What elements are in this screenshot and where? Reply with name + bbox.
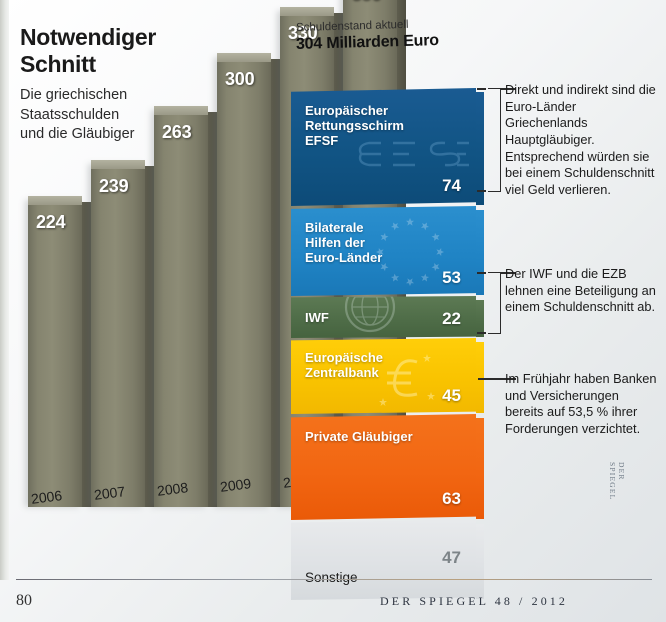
annotation-text-private: Im Frühjahr haben Banken und Versicherun… [505,371,657,436]
stack-segment-side-ezb [476,342,484,413]
bar-value-2011: 356 [351,0,381,5]
subtitle-line-3: und die Gläubiger [20,125,135,142]
bar-2008: 263 [154,106,217,507]
bar-2006: 224 [28,196,91,507]
efsf-label-line-2: Rettungsschirm [305,118,404,134]
bar-side-face [82,202,91,507]
bar-face [217,57,271,507]
stack-segment-side-efsf [476,92,484,205]
bar-value-2007: 239 [99,176,129,196]
stack-total-value: 304 Milliarden Euro [295,32,440,53]
bracket-euro-countries [488,88,501,192]
stack-segment-label-private: Private Gläubiger [305,429,413,444]
issue-imprint: DER SPIEGEL 48 / 2012 [380,594,568,608]
stack-segment-side-bilateral [476,210,484,295]
stack-segment-label-ezb: Europäische Zentralbank [305,350,383,380]
subtitle-line-1: Die griechischen [20,87,128,104]
annotation-callouts: Direkt und indirekt sind die Euro-Länder… [476,0,666,580]
stack-segment-value-bilateral: 53 [442,268,461,287]
stack-segment-label-iwf: IWF [305,310,329,325]
ezb-label-line-1: Europäische [305,350,384,365]
bilateral-label-line-2: Hilfen der [305,235,365,251]
stack-segment-value-ezb: 45 [442,386,461,405]
bar-face [91,164,145,507]
stack-segment-private: Private Gläubiger 63 [291,414,476,520]
page-number: 80 [16,592,32,609]
stack-segment-side-sonstige [476,524,484,599]
leader-line-3 [478,378,516,380]
stack-segment-value-private: 63 [442,489,461,508]
source-credit: DER SPIEGEL [608,462,626,501]
efsf-label-line-1: Europäischer [305,103,389,118]
title-block: Notwendiger Schnitt Die griechischen Sta… [20,24,220,144]
page-title: Notwendiger Schnitt [20,24,220,77]
bar-top-face [154,106,208,115]
sonstige-label-line-1: Sonstige [305,570,358,586]
bracket-tick-bottom-1 [477,190,486,192]
stack-segment-value-efsf: 74 [442,176,461,195]
bar-2009: 300 [217,53,280,507]
headline-line-1: Notwendiger [20,24,156,50]
stack-segment-sonstige: Sonstige 47 [291,520,476,600]
bilateral-label-line-1: Bilaterale [305,220,364,235]
bar-value-2008: 263 [162,122,192,142]
bar-value-2009: 300 [225,69,255,89]
bilateral-label-line-3: Euro-Länder [305,250,383,266]
annotation-text-iwf-ezb: Der IWF und die EZB lehnen eine Beteilig… [505,266,656,315]
stack-segment-value-sonstige: 47 [442,548,461,567]
bracket-tick-bottom-2 [477,332,486,334]
bar-side-face [208,112,217,507]
bracket-tick-top-2 [477,272,486,274]
stack-segment-iwf: IWF 22 [291,296,476,338]
bar-face [154,110,208,507]
bar-top-face [280,7,334,16]
stack-header: Schuldenstand aktuell 304 Milliarden Eur… [295,19,496,54]
bracket-tick-top-1 [477,88,486,90]
leader-line-1 [500,88,516,90]
stack-segment-value-iwf: 22 [442,309,461,328]
bar-2007: 239 [91,160,154,507]
stack-segment-bilateral: Bilaterale Hilfen der Euro-Länder 53 [291,206,476,296]
bar-top-face [28,196,82,205]
bar-side-face [271,59,280,507]
stack-segment-efsf: Europäischer Rettungsschirm EFSF 74 [291,88,476,206]
bar-side-face [145,166,154,507]
footer-divider [16,579,652,580]
ezb-label-line-2: Zentralbank [305,365,379,381]
stack-segment-side-iwf [476,300,484,337]
stack-segment-label-efsf: Europäischer Rettungsschirm EFSF [305,103,404,149]
bar-value-2006: 224 [36,212,66,232]
bar-face [28,200,82,507]
efsf-label-line-3: EFSF [305,133,339,149]
imf-seal-icon [344,296,396,333]
bar-top-face [217,53,271,62]
stack-segment-label-sonstige: Sonstige [305,570,358,586]
subtitle-line-2: Staatsschulden [20,106,120,123]
bracket-iwf-ezb [488,272,501,334]
leader-line-2 [500,272,516,274]
stack-segment-ezb: Europäische Zentralbank 45 [291,338,476,414]
bar-value-2010: 330 [288,23,318,43]
headline-line-2: Schnitt [20,50,96,77]
annotation-text-euro-countries: Direkt und indirekt sind die Euro-Länder… [505,82,656,197]
stack-segment-side-private [476,418,484,519]
iwf-label-line-1: IWF [305,310,329,325]
page-subtitle: Die griechischen Staatsschulden und die … [20,86,220,144]
private-label-line-1: Private Gläubiger [305,429,413,444]
page-edge-strip [0,0,9,580]
stack-segment-label-bilateral: Bilaterale Hilfen der Euro-Länder [305,220,382,266]
bar-top-face [91,160,145,169]
